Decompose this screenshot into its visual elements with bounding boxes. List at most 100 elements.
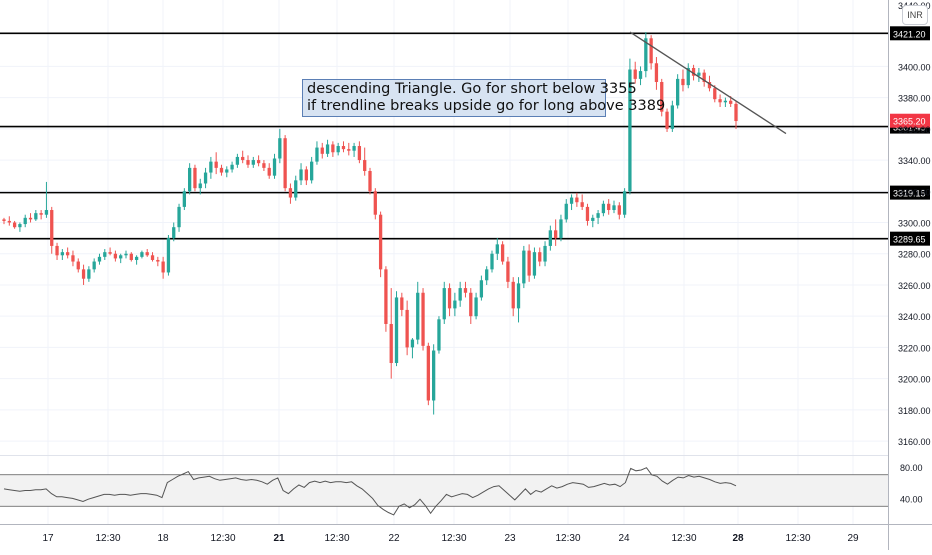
candle-body	[697, 72, 701, 76]
candle-body	[203, 172, 208, 184]
candle-body	[299, 169, 303, 181]
candle-body	[304, 169, 308, 181]
candle-body	[691, 67, 696, 76]
last-price-label: 3365.20	[893, 117, 926, 127]
time-tick-label: 12:30	[671, 533, 696, 544]
price-tick-label: 3380.00	[898, 94, 931, 104]
candle-body	[256, 160, 261, 164]
candle-body	[7, 220, 11, 223]
candle-body	[469, 292, 473, 317]
candle-body	[702, 72, 706, 83]
candle-body	[432, 350, 436, 401]
candle-body	[474, 297, 478, 317]
candle-body	[119, 255, 123, 259]
candle-body	[644, 38, 648, 72]
price-tick-label: 3240.00	[898, 312, 931, 322]
candle-body	[713, 88, 717, 100]
currency-badge[interactable]: INR	[902, 5, 928, 25]
time-tick-label: 17	[42, 533, 54, 544]
candle-body	[140, 252, 144, 257]
candle-body	[442, 288, 446, 320]
candle-body	[161, 261, 165, 273]
candle-body	[622, 191, 627, 215]
candle-body	[601, 203, 606, 214]
candle-body	[416, 292, 420, 340]
time-tick-label: 12:30	[555, 533, 580, 544]
time-tick-label: 12:30	[210, 533, 235, 544]
candle-body	[373, 191, 377, 215]
candle-body	[241, 156, 245, 161]
candle-body	[500, 244, 505, 262]
candle-body	[516, 283, 521, 309]
level-label: 3289.65	[893, 235, 926, 245]
candle-body	[670, 105, 674, 129]
rsi-pane	[0, 467, 888, 516]
candle-body	[554, 230, 558, 239]
time-tick-label: 23	[504, 533, 516, 544]
rsi-band	[0, 474, 888, 507]
candle-body	[198, 183, 202, 189]
candle-body	[681, 78, 685, 86]
candle-body	[707, 82, 712, 89]
candle-body	[97, 256, 102, 262]
candle-body	[506, 261, 510, 282]
candle-body	[686, 67, 690, 86]
time-tick-label: 12:30	[441, 533, 466, 544]
candle-body	[543, 245, 547, 262]
price-tick-label: 3280.00	[898, 250, 931, 260]
rsi-line	[3, 467, 737, 516]
candle-body	[272, 158, 277, 176]
candle-body	[490, 253, 494, 270]
time-tick-label: 22	[388, 533, 400, 544]
time-tick-label: 28	[732, 533, 744, 544]
time-tick-label: 21	[273, 533, 285, 544]
candle-body	[166, 238, 171, 273]
candle-body	[55, 245, 59, 256]
candle-body	[230, 164, 234, 170]
candle-body	[617, 205, 621, 215]
candle-body	[108, 252, 112, 254]
candle-body	[325, 144, 330, 154]
price-tick-label: 3320.00	[898, 187, 931, 197]
candle-body	[278, 138, 282, 159]
candle-body	[315, 147, 319, 162]
candle-body	[357, 146, 362, 161]
candle-body	[633, 69, 637, 79]
candle-body	[654, 63, 659, 83]
candle-body	[246, 160, 250, 165]
candle-body	[463, 288, 468, 293]
candle-body	[331, 144, 335, 153]
price-tick-label: 3180.00	[898, 406, 931, 416]
candle-body	[676, 78, 680, 106]
candle-body	[336, 146, 340, 153]
candle-body	[400, 297, 404, 310]
candle-body	[522, 250, 526, 284]
candle-body	[352, 146, 356, 151]
candle-body	[532, 252, 537, 276]
candle-body	[426, 345, 430, 401]
candle-body	[368, 170, 372, 192]
candle-body	[638, 71, 643, 79]
candle-body	[437, 319, 441, 351]
candle-body	[564, 203, 568, 220]
candle-body	[288, 188, 293, 198]
candle-body	[177, 206, 181, 228]
candle-body	[28, 217, 33, 220]
candle-body	[341, 146, 346, 150]
rsi-tick-label: 40.00	[900, 494, 923, 504]
candle-body	[44, 210, 49, 215]
candle-body	[18, 224, 22, 228]
candle-body	[660, 82, 664, 112]
candle-body	[548, 230, 552, 246]
annotation-box[interactable]: descending Triangle. Go for short below …	[302, 79, 665, 117]
price-tick-label: 3200.00	[898, 375, 931, 385]
candle-body	[145, 252, 149, 256]
candle-body	[134, 256, 139, 260]
candle-body	[575, 197, 579, 203]
candle-body	[723, 100, 728, 103]
trendline	[629, 31, 787, 135]
candle-body	[283, 138, 287, 189]
time-tick-label: 12:30	[95, 533, 120, 544]
